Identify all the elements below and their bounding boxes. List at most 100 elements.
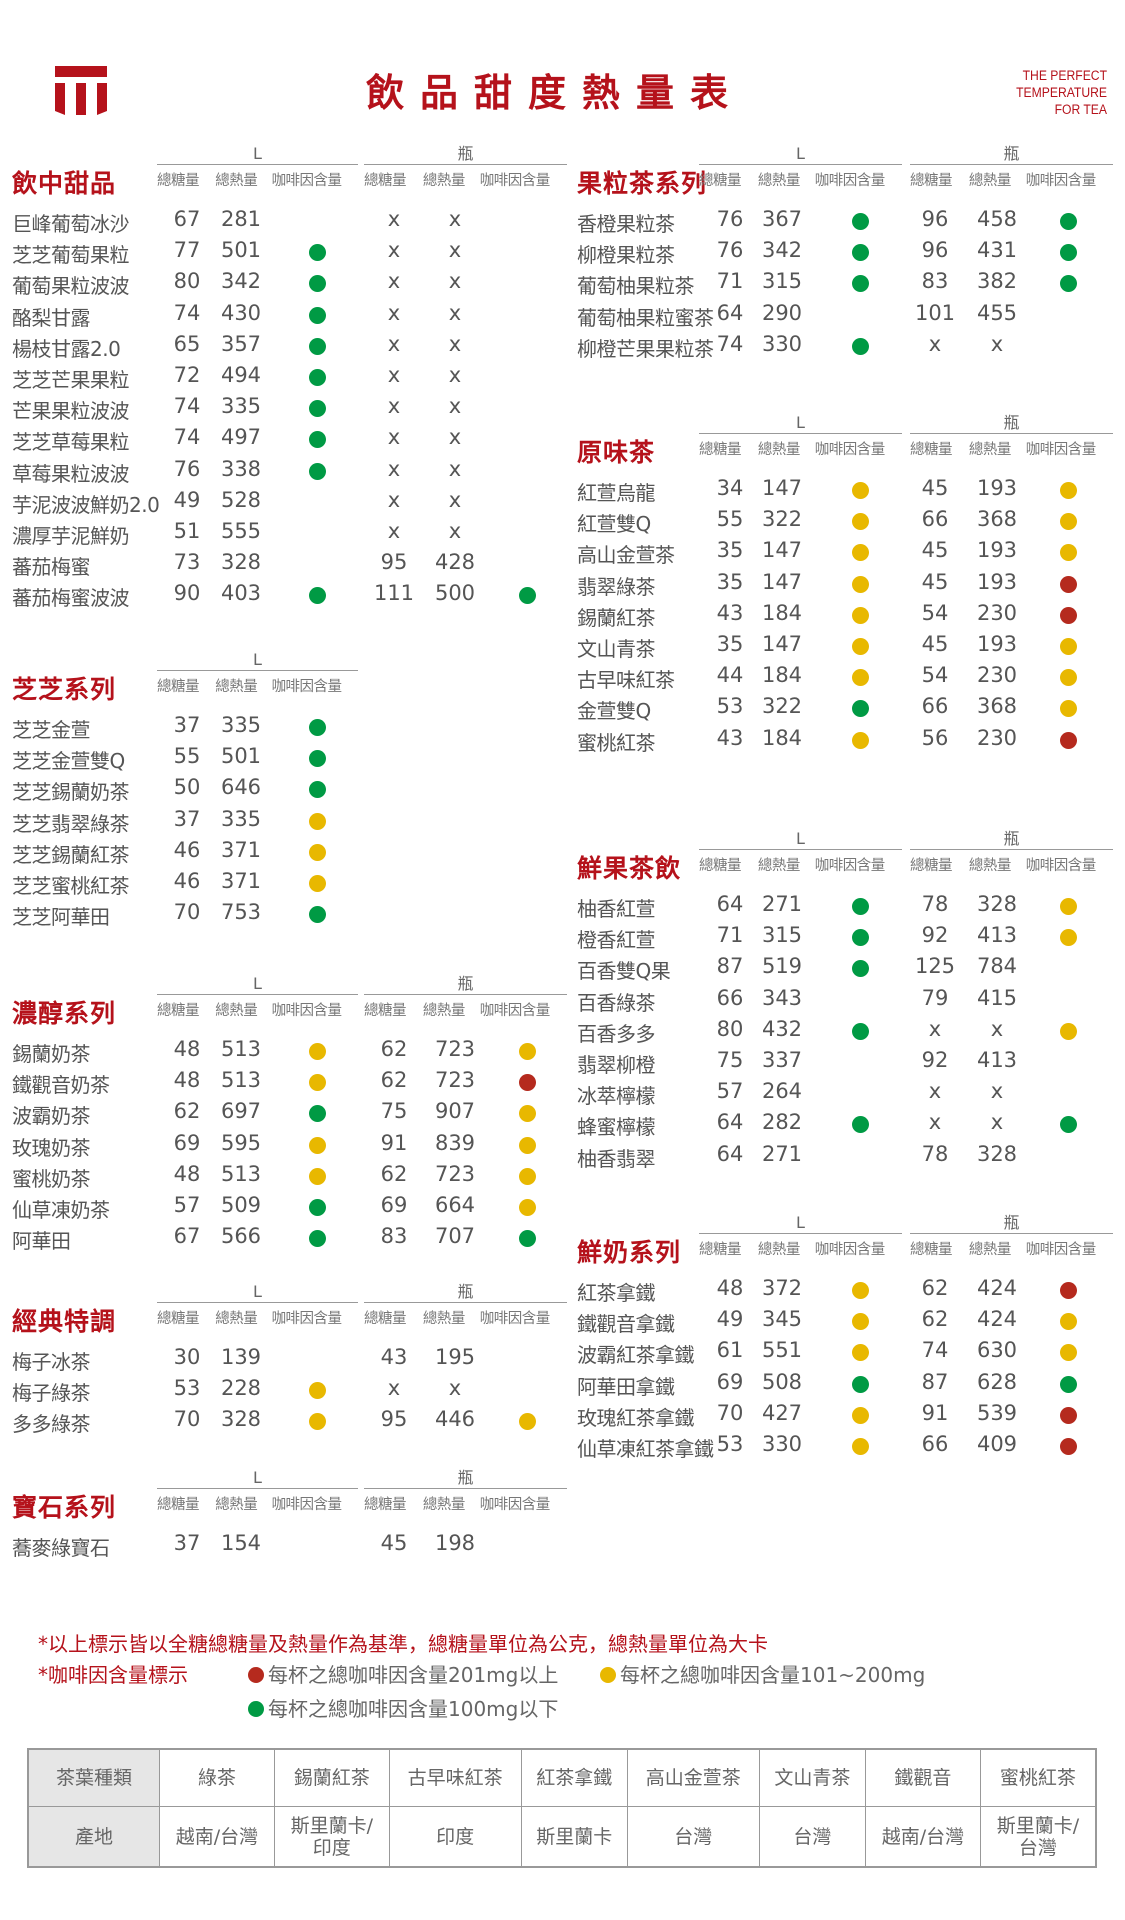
menu-section: 經典特調 L 總糖量 總熱量 咖啡因含量瓶總糖量 總熱量 咖啡因含量 梅子冰茶 30 139 43 1…: [12, 1282, 572, 1436]
section-title: 鮮果茶飲: [577, 854, 682, 883]
calorie-value: 343: [761, 985, 803, 1010]
caffeine-yellow-dot-icon: [1060, 700, 1077, 718]
caffeine-green-dot-icon: [309, 462, 326, 480]
table-row: 芝芝錫蘭奶茶 50 646: [12, 775, 572, 804]
sugar-value: x: [928, 331, 942, 356]
size-bottle-label: 瓶: [364, 144, 567, 165]
base-note: *以上標示皆以全糖總糖量及熱量作為基準，總糖量單位為公克，總熱量單位為大卡: [38, 1632, 768, 1656]
column-header: 咖啡因含量: [1025, 173, 1097, 189]
calorie-value: x: [448, 1376, 462, 1401]
legend-red: 每杯之總咖啡因含量201mg以上: [248, 1659, 558, 1688]
calorie-value: 513: [220, 1037, 262, 1061]
caffeine-yellow-dot-icon: [1060, 638, 1077, 655]
calorie-value: 432: [761, 1016, 803, 1041]
size-l-label: L: [157, 1468, 358, 1489]
calorie-value: 335: [220, 394, 262, 419]
tea-type-cell: 高山金萱茶: [626, 1748, 760, 1807]
calorie-value: 281: [220, 207, 262, 231]
tagline-line: THE PERFECT: [1022, 68, 1107, 83]
calorie-value: 328: [976, 892, 1018, 916]
drink-name: 葡萄柚果粒茶: [577, 274, 695, 299]
sugar-value: 62: [173, 1099, 201, 1124]
drink-name: 梅子冰茶: [12, 1350, 91, 1374]
sugar-value: x: [387, 425, 401, 450]
caffeine-yellow-dot-icon: [852, 1344, 869, 1362]
calorie-value: 630: [976, 1338, 1018, 1363]
sugar-value: 43: [716, 600, 744, 625]
table-row: 巨峰葡萄冰沙 67 281 x x: [12, 207, 572, 236]
caffeine-green-dot-icon: [852, 1116, 869, 1134]
drink-name: 鐵觀音拿鐵: [577, 1312, 675, 1337]
sugar-value: 64: [716, 1110, 744, 1135]
caffeine-yellow-dot-icon: [309, 1382, 326, 1400]
drink-name: 玫瑰奶茶: [12, 1135, 91, 1160]
legend-green: 每杯之總咖啡因含量100mg以下: [248, 1693, 558, 1722]
column-header: 總熱量: [968, 858, 1012, 874]
drink-name: 芝芝芒果果粒: [12, 368, 130, 392]
calorie-value: x: [448, 425, 462, 450]
sugar-value: x: [387, 331, 401, 356]
table-row: 柚香翡翠 64 271 78 328: [577, 1141, 1125, 1171]
caffeine-red-dot-icon: [1060, 1406, 1077, 1424]
calorie-value: 193: [976, 632, 1018, 656]
sugar-value: 57: [173, 1193, 201, 1217]
size-l-label: L: [157, 144, 358, 165]
caffeine-red-dot-icon: [1060, 1438, 1077, 1455]
caffeine-yellow-dot-icon: [852, 544, 869, 562]
calorie-value: x: [448, 519, 462, 543]
calorie-value: 328: [220, 550, 262, 575]
table-row: 蜂蜜檸檬 64 282 x x: [577, 1110, 1125, 1139]
size-l-label: L: [699, 413, 902, 434]
caffeine-yellow-dot-icon: [852, 606, 869, 624]
sugar-value: 87: [921, 1369, 949, 1394]
caffeine-red-dot-icon: [1060, 1282, 1077, 1299]
calorie-value: 839: [434, 1130, 476, 1155]
caffeine-yellow-dot-icon: [852, 1438, 869, 1455]
calorie-value: 271: [761, 1141, 803, 1166]
calorie-value: 330: [761, 1432, 803, 1456]
table-row: 葡萄果粒波波 80 342 x x: [12, 269, 572, 298]
menu-section: 寶石系列 L 總糖量 總熱量 咖啡因含量瓶總糖量 總熱量 咖啡因含量 蕎麥綠寶石 37 154 45…: [12, 1468, 572, 1560]
sugar-value: 48: [716, 1276, 744, 1300]
drink-name: 楊枝甘露2.0: [12, 336, 121, 361]
column-header: 總熱量: [422, 1003, 466, 1019]
table-row: 濃厚芋泥鮮奶 51 555 x x: [12, 519, 572, 548]
origin-cell: 台灣: [758, 1806, 867, 1868]
caffeine-yellow-dot-icon: [852, 1406, 869, 1424]
sugar-value: 92: [921, 923, 949, 948]
table-row: 芝芝錫蘭紅茶 46 371: [12, 838, 572, 867]
table-row: 蜜桃紅茶 43 184 56 230: [577, 726, 1125, 755]
sugar-value: 51: [173, 519, 201, 543]
sugar-value: x: [928, 1110, 942, 1135]
column-header: 咖啡因含量: [271, 679, 343, 695]
menu-section: 飲中甜品 L 總糖量 總熱量 咖啡因含量瓶總糖量 總熱量 咖啡因含量 巨峰葡萄冰沙 67 281 x…: [12, 144, 572, 610]
calorie-value: 193: [976, 476, 1018, 500]
section-title: 濃醇系列: [12, 999, 117, 1028]
sugar-value: 90: [173, 581, 201, 606]
table-row: 草莓果粒波波 76 338 x x: [12, 457, 572, 486]
sugar-value: x: [387, 394, 401, 419]
caffeine-yellow-dot-icon: [519, 1413, 536, 1431]
table-row: 葡萄柚果粒蜜茶 64 290 101 455: [577, 301, 1125, 330]
column-header: 總熱量: [422, 1497, 466, 1513]
sugar-value: 74: [921, 1338, 949, 1363]
calorie-value: 497: [220, 425, 262, 450]
caffeine-yellow-dot-icon: [1060, 1313, 1077, 1331]
table-row: 橙香紅萱 71 315 92 413: [577, 923, 1125, 952]
sugar-value: 66: [716, 985, 744, 1010]
size-bottle-label: 瓶: [910, 829, 1113, 850]
caffeine-red-dot-icon: [248, 1667, 264, 1683]
origin-cell: 斯里蘭卡: [520, 1806, 628, 1868]
caffeine-green-dot-icon: [852, 960, 869, 978]
caffeine-green-dot-icon: [309, 1230, 326, 1248]
column-header: 咖啡因含量: [271, 1003, 343, 1019]
sugar-value: 53: [716, 1432, 744, 1456]
calorie-value: 198: [434, 1531, 476, 1555]
tea-type-row: 茶葉種類 綠茶 錫蘭紅茶 古早味紅茶 紅茶拿鐵 高山金萱茶 文山青茶 鐵觀音 蜜桃紅茶: [27, 1748, 1097, 1807]
table-row: 玫瑰紅茶拿鐵 70 427 91 539: [577, 1401, 1125, 1430]
tea-type-cell: 綠茶: [159, 1748, 275, 1807]
table-row: 芝芝阿華田 70 753: [12, 900, 572, 929]
caffeine-green-dot-icon: [309, 781, 326, 799]
legend-text: 每杯之總咖啡因含量101~200mg: [620, 1663, 926, 1687]
drink-name: 蕃茄梅蜜: [12, 555, 91, 580]
